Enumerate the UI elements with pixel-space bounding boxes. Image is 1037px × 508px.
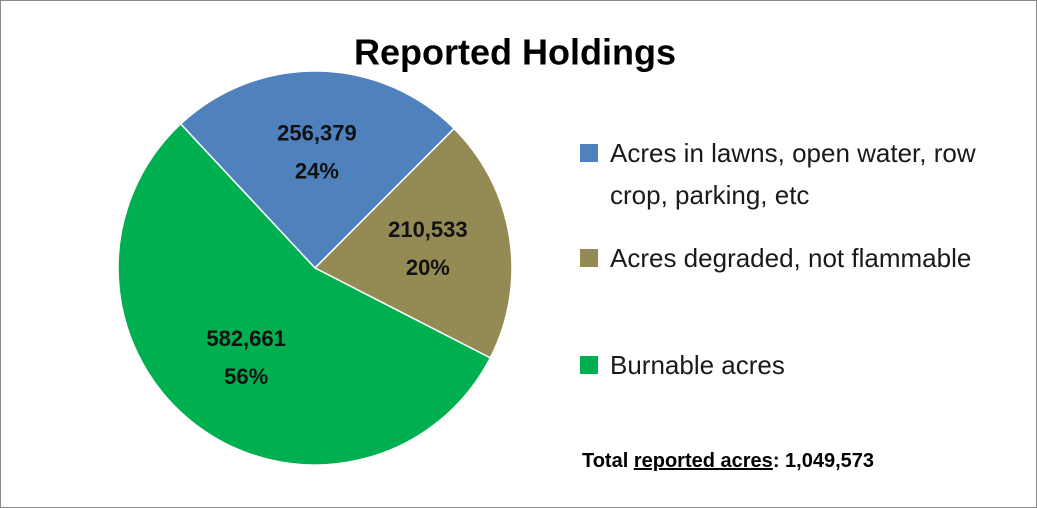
- annotation-part: reported acres: [634, 450, 773, 472]
- legend-entry: Acres degraded, not flammable: [580, 237, 1020, 279]
- legend-swatch: [580, 144, 598, 162]
- data-label: 256,379: [277, 121, 357, 146]
- legend-label: Acres in lawns, open water, row crop, pa…: [610, 138, 976, 210]
- percent-label: 24%: [295, 159, 339, 184]
- legend-label: Acres degraded, not flammable: [610, 243, 972, 273]
- pie-slice: [117, 122, 492, 466]
- pie-slice: [313, 127, 513, 359]
- data-label: 582,661: [206, 326, 286, 351]
- pie-slice: [179, 70, 456, 270]
- annotation-part: Total: [582, 450, 634, 472]
- legend-swatch: [580, 249, 598, 267]
- legend-entry: Burnable acres: [580, 344, 1020, 386]
- annotation-part: : 1,049,573: [773, 450, 874, 472]
- legend-swatch: [580, 356, 598, 374]
- data-label: 210,533: [388, 217, 468, 242]
- percent-label: 56%: [224, 364, 268, 389]
- legend-label: Burnable acres: [610, 350, 785, 380]
- chart-title: Reported Holdings: [354, 32, 676, 73]
- percent-label: 20%: [406, 255, 450, 280]
- legend-entry: Acres in lawns, open water, row crop, pa…: [580, 132, 1020, 216]
- annotation: Total reported acres: 1,049,573: [582, 450, 874, 472]
